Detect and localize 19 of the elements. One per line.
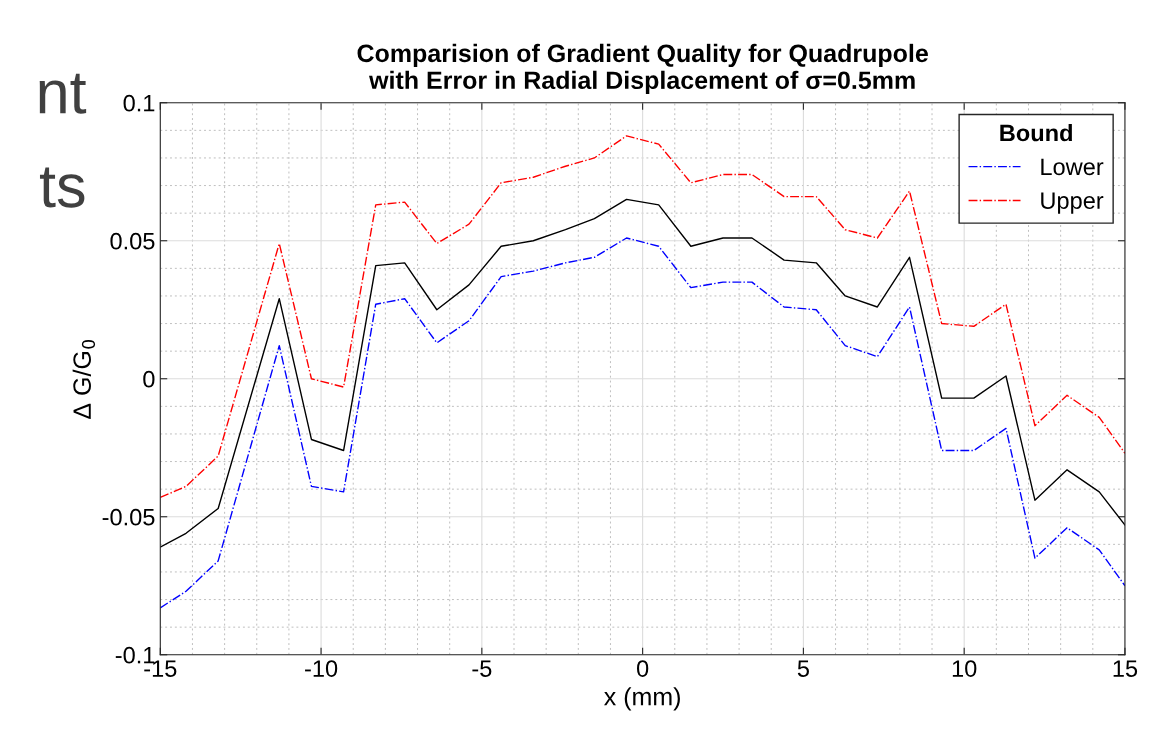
x-tick-label: -5 [472, 660, 492, 677]
y-tick-label: 0.05 [110, 232, 155, 250]
x-axis-title: x (mm) [604, 687, 680, 711]
legend-label: Lower [1041, 158, 1104, 176]
legend-title: Bound [1000, 124, 1072, 142]
x-tick-label: 10 [952, 660, 977, 677]
legend-label: Upper [1041, 192, 1104, 214]
x-tick-label: -10 [305, 660, 338, 677]
y-tick-label: -0.05 [102, 508, 155, 526]
x-tick-label: 15 [1113, 660, 1138, 677]
y-tick-label: 0.1 [123, 94, 155, 112]
text: nt [39, 73, 87, 114]
x-tick-label: 5 [797, 660, 809, 677]
chart-title: Comparision of Gradient Quality for Quadrupole with Error in Radial Displacement of σ=0.5mm [357, 43, 928, 95]
y-tick-label: 0 [143, 370, 155, 388]
y-axis-title: Δ G/G$_{0}$ [72, 339, 96, 419]
line-series [160, 237, 1125, 609]
text: ts [39, 167, 85, 208]
x-tick-label: 0 [636, 660, 649, 677]
